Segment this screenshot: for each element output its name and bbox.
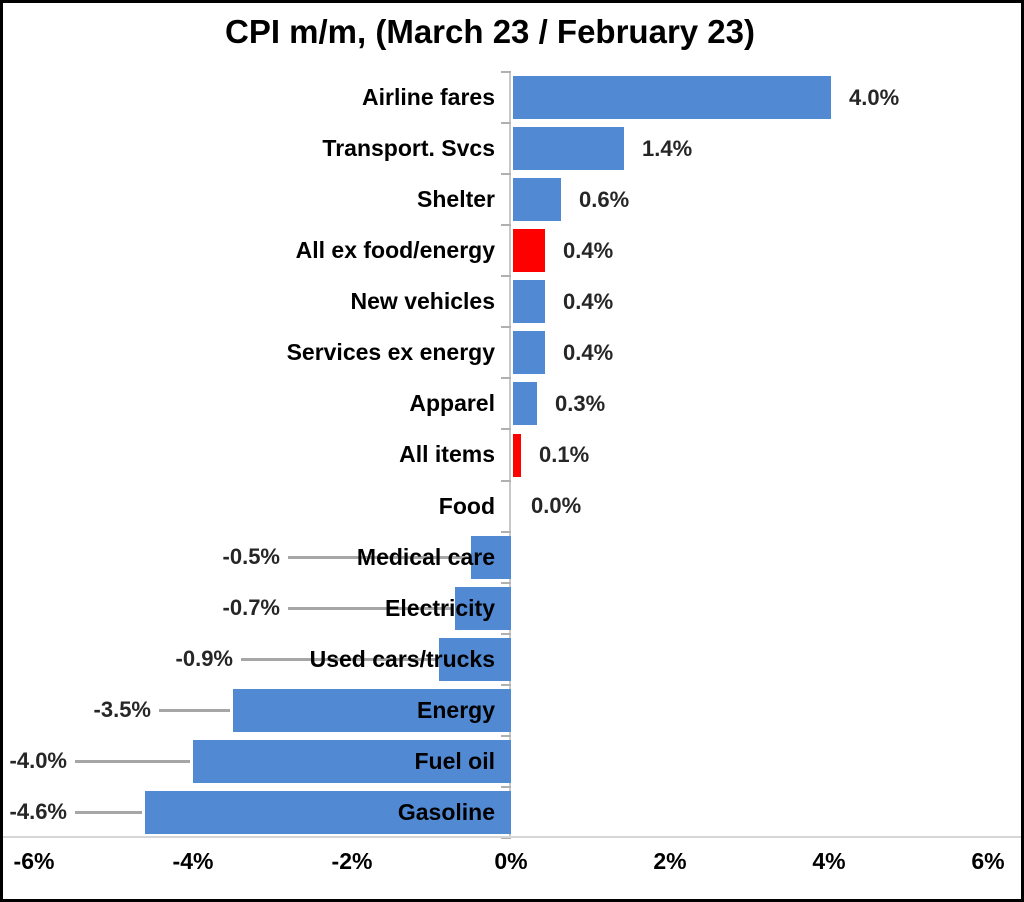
category-axis-tick [501, 71, 511, 73]
value-label-transport-svcs: 1.4% [642, 135, 693, 161]
bar-airline-fares [513, 76, 831, 120]
leader-line-fuel-oil [75, 759, 190, 763]
category-axis-line [509, 72, 511, 838]
category-axis-tick [501, 632, 511, 635]
leader-line-medical-care [288, 555, 468, 559]
category-axis-tick [501, 530, 511, 533]
category-axis-tick [501, 122, 511, 125]
leader-line-gasoline [75, 810, 142, 814]
category-label-all-items: All items [399, 441, 495, 468]
x-tick-label-4pct: 4% [812, 847, 846, 874]
x-tick-label-neg2pct: -2% [331, 847, 373, 874]
x-tick-label-6pct: 6% [971, 847, 1005, 874]
bar-services-ex-energy [513, 331, 545, 375]
category-label-all-ex-food-energy: All ex food/energy [295, 237, 495, 264]
x-tick-label-neg6pct: -6% [13, 847, 55, 874]
bar-used-cars-trucks [439, 637, 511, 681]
category-axis-tick [501, 837, 511, 839]
category-axis-tick [501, 479, 511, 482]
value-label-all-items: 0.1% [539, 441, 590, 467]
value-label-all-ex-food-energy: 0.4% [563, 237, 614, 263]
category-label-transport-svcs: Transport. Svcs [322, 135, 495, 162]
value-label-energy: -3.5% [93, 697, 151, 723]
value-label-fuel-oil: -4.0% [9, 748, 67, 774]
category-label-food: Food [438, 492, 495, 519]
category-label-energy: Energy [417, 696, 495, 723]
category-axis-tick [501, 326, 511, 329]
bar-gasoline [145, 790, 511, 834]
x-tick-label-neg4pct: -4% [172, 847, 214, 874]
category-axis-tick [501, 734, 511, 737]
category-label-fuel-oil: Fuel oil [414, 747, 496, 774]
leader-line-energy [159, 708, 230, 712]
leader-line-electricity [288, 606, 452, 610]
bar-apparel [513, 382, 537, 426]
bar-shelter [513, 178, 561, 222]
category-axis-tick [501, 173, 511, 176]
value-label-apparel: 0.3% [555, 390, 606, 416]
chart-title: CPI m/m, (March 23 / February 23) [224, 13, 755, 50]
category-label-electricity: Electricity [385, 594, 495, 621]
category-axis-tick [501, 683, 511, 686]
leader-line-used-cars-trucks [241, 657, 436, 661]
value-label-services-ex-energy: 0.4% [563, 339, 614, 365]
bar-medical-care [471, 535, 511, 579]
bar-fuel-oil [193, 739, 511, 783]
bar-energy [233, 688, 511, 732]
category-label-apparel: Apparel [409, 390, 495, 417]
bar-all-ex-food-energy [513, 229, 545, 273]
category-label-used-cars-trucks: Used cars/trucks [309, 645, 495, 672]
category-label-airline-fares: Airline fares [362, 84, 495, 111]
x-tick-label-0pct: 0% [494, 847, 528, 874]
x-tick-label-2pct: 2% [653, 847, 687, 874]
bar-new-vehicles [513, 280, 545, 324]
value-label-electricity: -0.7% [222, 595, 280, 621]
category-label-shelter: Shelter [417, 186, 495, 213]
value-label-food: 0.0% [531, 493, 582, 519]
category-axis-tick [501, 785, 511, 788]
value-label-airline-fares: 4.0% [849, 84, 900, 110]
bar-all-items [513, 433, 521, 477]
bar-transport-svcs [513, 127, 624, 171]
category-axis-tick [501, 224, 511, 227]
category-label-services-ex-energy: Services ex energy [286, 339, 495, 366]
category-axis-tick [501, 428, 511, 431]
category-axis-tick [501, 377, 511, 380]
value-label-gasoline: -4.6% [9, 799, 67, 825]
value-label-new-vehicles: 0.4% [563, 288, 614, 314]
x-axis-baseline [0, 836, 1024, 838]
category-label-medical-care: Medical care [356, 543, 495, 570]
category-label-new-vehicles: New vehicles [350, 288, 495, 315]
bar-electricity [455, 586, 511, 630]
category-axis-tick [501, 275, 511, 278]
value-label-medical-care: -0.5% [222, 544, 280, 570]
category-label-gasoline: Gasoline [397, 798, 495, 825]
value-label-shelter: 0.6% [579, 186, 630, 212]
category-axis-tick [501, 581, 511, 584]
value-label-used-cars-trucks: -0.9% [175, 646, 233, 672]
